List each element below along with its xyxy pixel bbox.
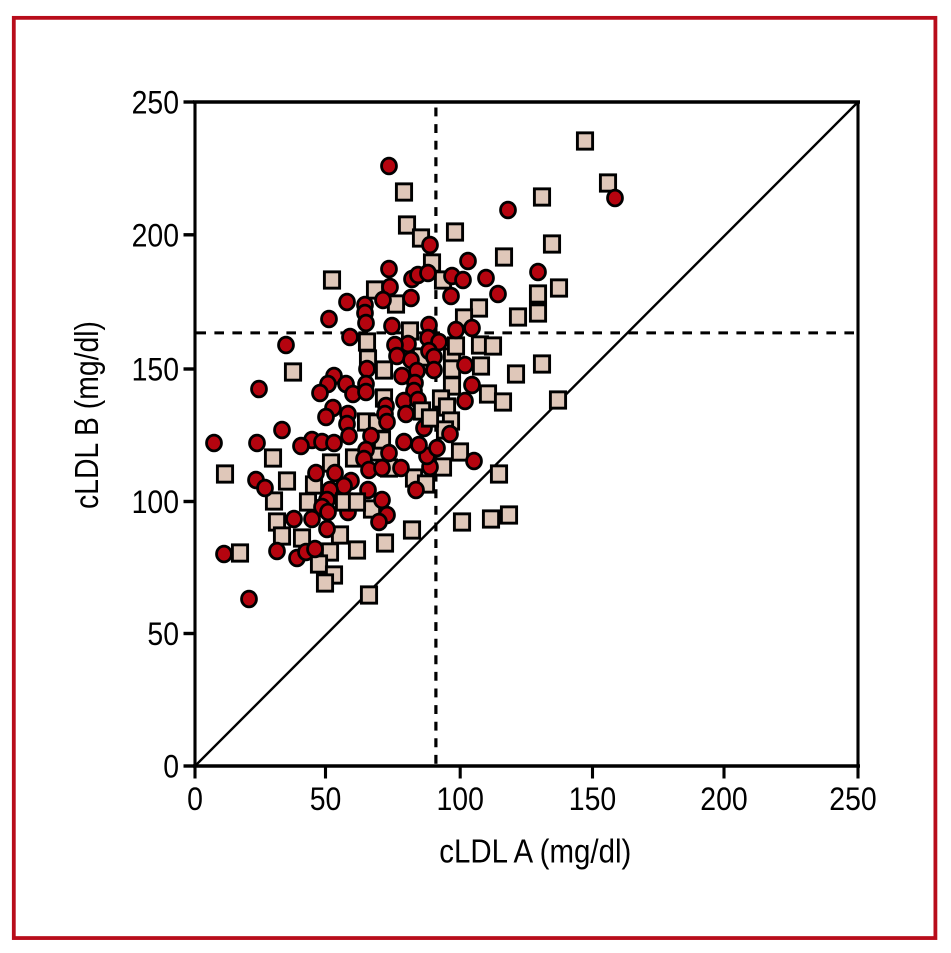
svg-text:150: 150: [569, 781, 616, 817]
svg-text:cLDL B (mg/dl): cLDL B (mg/dl): [69, 321, 106, 509]
svg-text:200: 200: [700, 781, 747, 817]
svg-text:250: 250: [132, 85, 179, 121]
svg-text:50: 50: [310, 781, 342, 817]
svg-text:50: 50: [147, 616, 179, 652]
svg-text:100: 100: [437, 781, 484, 817]
svg-text:100: 100: [132, 484, 179, 520]
svg-text:200: 200: [132, 218, 179, 254]
svg-text:0: 0: [163, 749, 179, 785]
svg-text:cLDL A (mg/dl): cLDL A (mg/dl): [439, 833, 631, 870]
svg-text:150: 150: [132, 352, 179, 388]
svg-text:250: 250: [829, 781, 876, 817]
svg-text:0: 0: [187, 781, 203, 817]
